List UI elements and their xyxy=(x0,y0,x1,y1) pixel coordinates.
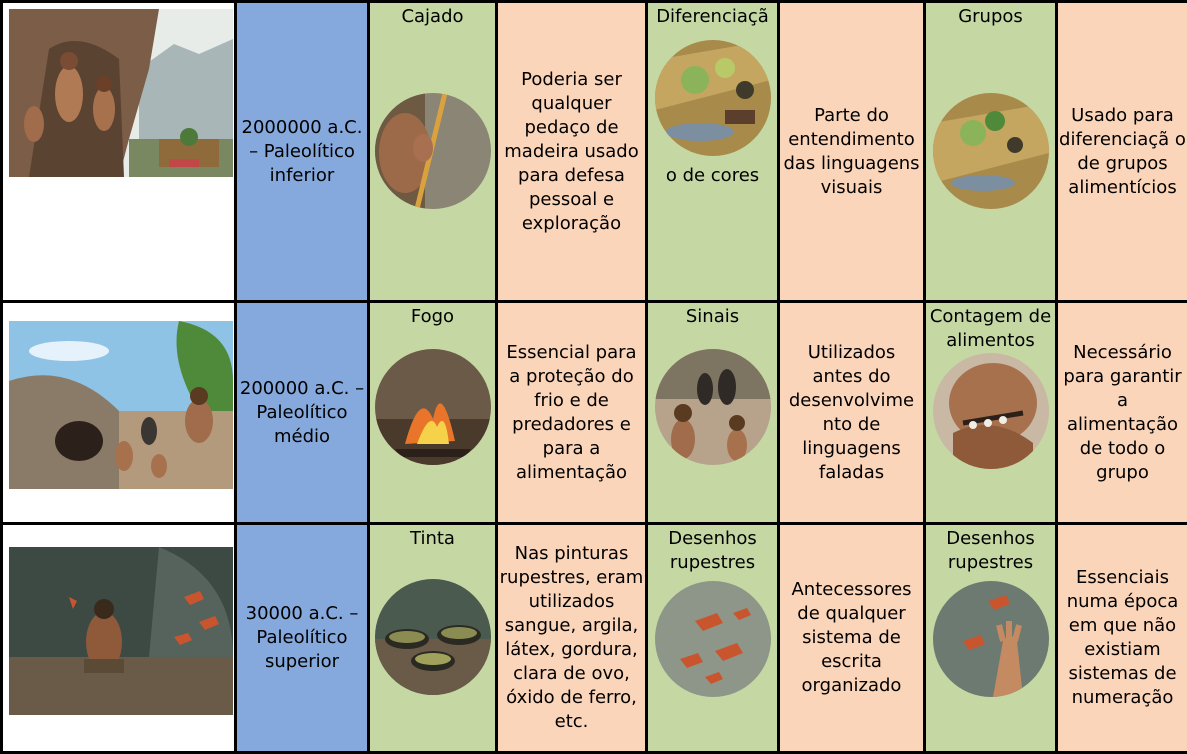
description-text: Poderia ser qualquer pedaço de madeira u… xyxy=(498,68,645,236)
description-text: Necessário para garantir a alimentação d… xyxy=(1058,341,1187,485)
concept-title: Tinta xyxy=(370,527,495,551)
era-label: 30000 a.C. – Paleolítico superior xyxy=(236,524,369,753)
era-label: 2000000 a.C. – Paleolítico inferior xyxy=(236,2,369,302)
description-text: Nas pinturas rupestres, eram utilizados … xyxy=(498,542,645,734)
description-text: Essenciais numa época em que não existia… xyxy=(1058,566,1187,710)
staff-holder-icon xyxy=(375,93,491,209)
concept-title: Contagem de alimentos xyxy=(926,305,1055,353)
table-row: 2000000 a.C. – Paleolítico inferior Caja… xyxy=(2,2,1187,302)
description-cell: Essencial para a proteção do frio e de p… xyxy=(497,302,647,524)
description-text: Parte do entendimento das linguagens vis… xyxy=(780,104,923,200)
era-image-cell xyxy=(2,2,236,302)
concept-title: Cajado xyxy=(370,5,495,29)
concept-cell: Grupos xyxy=(925,2,1057,302)
description-cell: Antecessores de qualquer sistema de escr… xyxy=(779,524,925,753)
concept-cell: Desenhos rupestres xyxy=(647,524,779,753)
scene-cave-painter-icon xyxy=(9,547,233,715)
description-cell: Essenciais numa época em que não existia… xyxy=(1057,524,1187,753)
concept-cell: Desenhos rupestres xyxy=(925,524,1057,753)
concept-title: Desenhos rupestres xyxy=(926,527,1055,575)
concept-cell: Cajado xyxy=(369,2,497,302)
fire-icon xyxy=(375,349,491,465)
concept-title: Diferenciaçã xyxy=(648,5,777,29)
description-text: Essencial para a proteção do frio e de p… xyxy=(498,341,645,485)
concept-title: Sinais xyxy=(648,305,777,329)
concept-title: Grupos xyxy=(926,5,1055,29)
concept-title: Fogo xyxy=(370,305,495,329)
concept-cell: Tinta xyxy=(369,524,497,753)
concept-cell: Contagem de alimentos xyxy=(925,302,1057,524)
scene-village-icon xyxy=(9,321,233,489)
concept-cell: Fogo xyxy=(369,302,497,524)
scene-cave-hunters-icon xyxy=(9,9,233,177)
table-row: 30000 a.C. – Paleolítico superior Tinta … xyxy=(2,524,1187,753)
description-cell: Necessário para garantir a alimentação d… xyxy=(1057,302,1187,524)
era-label: 200000 a.C. – Paleolítico médio xyxy=(236,302,369,524)
concept-title: Desenhos rupestres xyxy=(648,527,777,575)
description-cell: Usado para diferenciaçã o de grupos alim… xyxy=(1057,2,1187,302)
people-signals-icon xyxy=(655,349,771,465)
description-cell: Poderia ser qualquer pedaço de madeira u… xyxy=(497,2,647,302)
food-groups-icon xyxy=(933,93,1049,209)
description-text: Usado para diferenciaçã o de grupos alim… xyxy=(1058,104,1187,200)
rock-art-icon xyxy=(655,581,771,697)
era-image-cell xyxy=(2,524,236,753)
concept-cell: Diferenciaçã o de cores xyxy=(647,2,779,302)
rock-art-hand-icon xyxy=(933,581,1049,697)
paint-bowls-icon xyxy=(375,579,491,695)
description-text: Antecessores de qualquer sistema de escr… xyxy=(780,578,923,698)
era-image-cell xyxy=(2,302,236,524)
concept-title-continued: o de cores xyxy=(648,164,777,188)
table-row: 200000 a.C. – Paleolítico médio Fogo Ess… xyxy=(2,302,1187,524)
concept-cell: Sinais xyxy=(647,302,779,524)
description-text: Utilizados antes do desenvolvime nto de … xyxy=(780,341,923,485)
food-mat-icon xyxy=(655,40,771,156)
description-cell: Parte do entendimento das linguagens vis… xyxy=(779,2,925,302)
description-cell: Nas pinturas rupestres, eram utilizados … xyxy=(497,524,647,753)
description-cell: Utilizados antes do desenvolvime nto de … xyxy=(779,302,925,524)
counting-hand-icon xyxy=(933,353,1049,469)
